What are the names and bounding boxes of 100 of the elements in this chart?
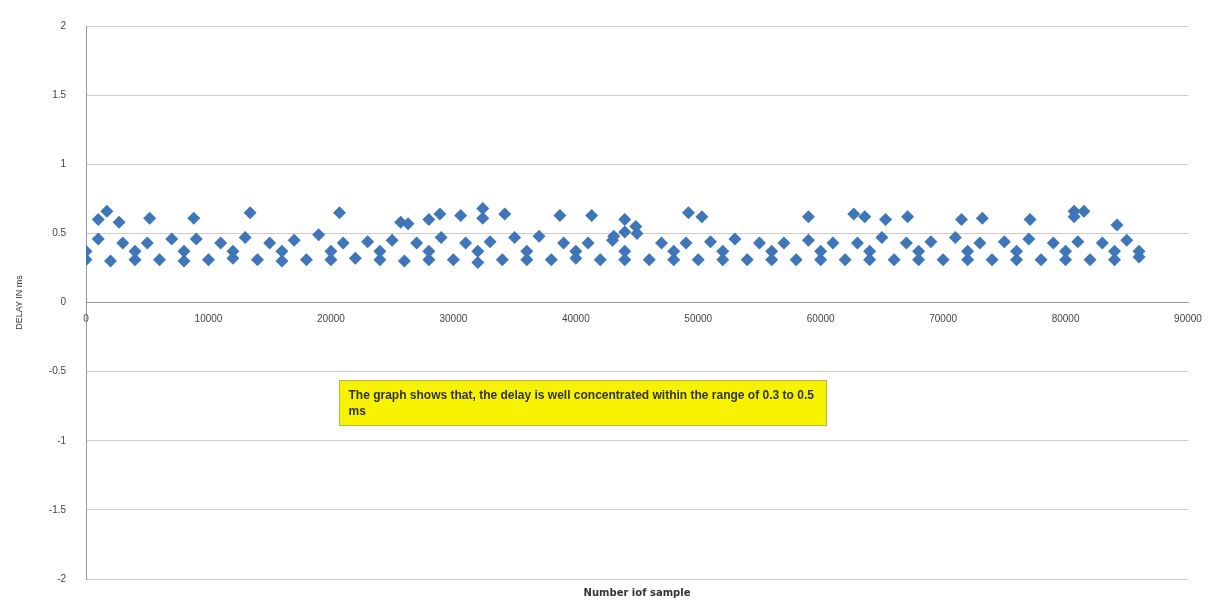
point <box>385 233 399 247</box>
point <box>695 210 709 224</box>
point <box>100 204 114 218</box>
point <box>471 255 485 269</box>
point <box>1046 236 1060 250</box>
y-tick-label: -0.5 <box>48 365 67 377</box>
point <box>243 206 257 220</box>
point <box>997 235 1011 249</box>
point <box>143 211 157 225</box>
point <box>454 208 468 222</box>
point <box>642 253 656 267</box>
point <box>777 236 791 250</box>
point <box>961 244 975 258</box>
point <box>826 236 840 250</box>
x-tick-label: 80000 <box>1051 313 1080 325</box>
point <box>703 235 717 249</box>
point <box>681 206 695 220</box>
x-tick-label: 90000 <box>1174 313 1203 325</box>
point <box>593 253 607 267</box>
point <box>899 236 913 250</box>
point <box>1059 244 1073 258</box>
point <box>814 244 828 258</box>
y-tick-label: 1.5 <box>52 88 67 100</box>
x-tick-label: 50000 <box>684 313 713 325</box>
annotation: The graph shows that, the delay is well concentrated within the range of 0.3 to 0.5 ms <box>339 379 828 426</box>
point <box>544 253 558 267</box>
point <box>1120 233 1134 247</box>
point <box>336 236 350 250</box>
x-tick-label: 30000 <box>439 313 468 325</box>
point <box>863 244 877 258</box>
point <box>924 235 938 249</box>
y-tick-label: 1 <box>60 158 67 169</box>
y-tick-label: 0.5 <box>52 227 67 239</box>
point <box>850 236 864 250</box>
point <box>716 244 730 258</box>
point <box>858 210 872 224</box>
point <box>691 253 705 267</box>
point <box>557 236 571 250</box>
point <box>189 232 203 246</box>
point <box>585 208 599 222</box>
point <box>177 254 191 268</box>
y-axis-title: DELAY IN ms <box>13 274 24 330</box>
point <box>1077 204 1091 218</box>
y-tick-label: -2 <box>57 572 67 584</box>
point <box>532 229 546 243</box>
point <box>752 236 766 250</box>
point <box>287 233 301 247</box>
y-tick-label: -1 <box>57 434 67 446</box>
point <box>679 236 693 250</box>
point <box>1010 244 1024 258</box>
point <box>801 233 815 247</box>
point <box>985 253 999 267</box>
point <box>581 236 595 250</box>
point <box>618 225 632 239</box>
point <box>1083 253 1097 267</box>
point <box>483 235 497 249</box>
point <box>765 244 779 258</box>
point <box>187 211 201 225</box>
point <box>912 244 926 258</box>
point <box>201 253 215 267</box>
point <box>275 244 289 258</box>
point <box>838 253 852 267</box>
point <box>459 236 473 250</box>
point <box>422 244 436 258</box>
point <box>498 207 512 221</box>
point <box>91 232 105 246</box>
point <box>728 232 742 246</box>
point <box>1110 218 1124 232</box>
point <box>116 236 130 250</box>
y-tick-label: 2 <box>60 19 67 31</box>
point <box>410 236 424 250</box>
point <box>553 208 567 222</box>
point <box>422 213 436 227</box>
point <box>401 217 415 231</box>
point <box>954 213 968 227</box>
point <box>214 236 228 250</box>
point <box>112 215 126 229</box>
point <box>275 254 289 268</box>
point <box>434 231 448 245</box>
point <box>1071 235 1085 249</box>
point <box>948 231 962 245</box>
point <box>973 236 987 250</box>
x-tick-label: 70000 <box>929 313 958 325</box>
point <box>238 231 252 245</box>
y-tick-label: 0 <box>60 296 67 308</box>
point <box>104 254 118 268</box>
x-tick-label: 60000 <box>806 313 836 325</box>
point <box>263 236 277 250</box>
x-tick-label: 40000 <box>561 313 591 325</box>
point <box>153 253 166 267</box>
point <box>655 236 668 250</box>
point <box>250 253 264 267</box>
x-tick-label: 10000 <box>194 313 223 325</box>
point <box>1108 244 1122 258</box>
point <box>476 201 490 215</box>
point <box>373 244 387 258</box>
point <box>397 254 411 268</box>
point <box>299 253 313 267</box>
point <box>508 231 522 245</box>
point <box>128 244 142 258</box>
